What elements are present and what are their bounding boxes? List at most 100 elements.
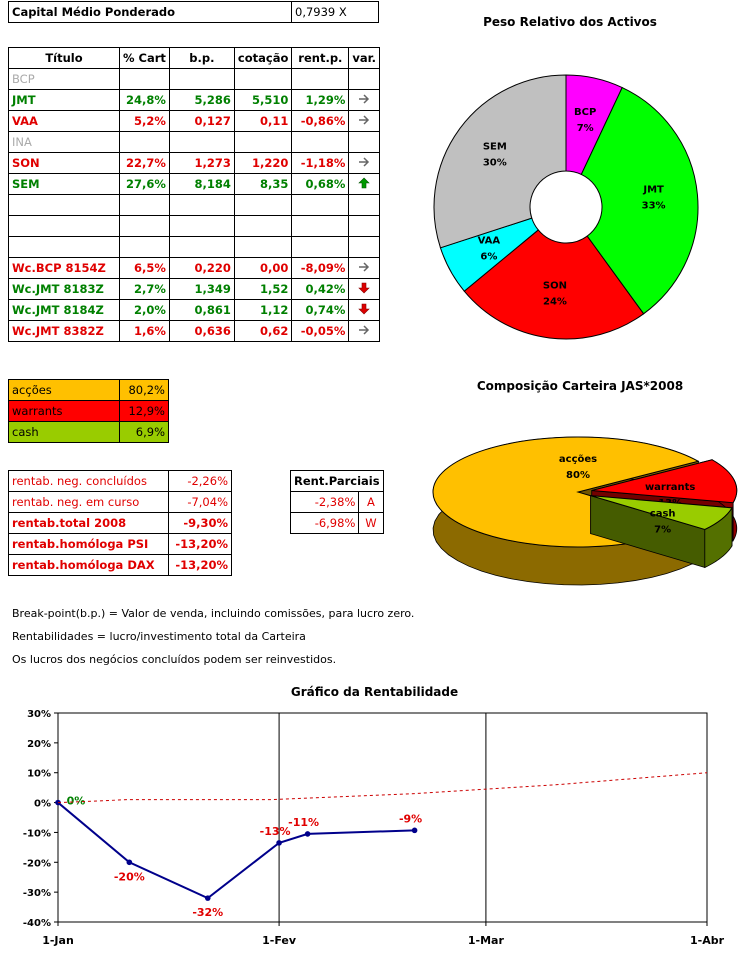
pie3d-label-name: cash (650, 508, 676, 519)
col-cot: cotação (233, 47, 293, 69)
composition-row: acções 80,2% (8, 379, 169, 401)
right-arrow-icon (359, 156, 370, 167)
cell-titulo: VAA (8, 110, 120, 132)
cell-rent (291, 215, 350, 237)
cell-cart: 6,5% (119, 257, 170, 279)
y-tick-label: -20% (23, 858, 51, 869)
returns-table: rentab. neg. concluídos -2,26% rentab. neg… (8, 470, 232, 576)
up-arrow-icon (358, 177, 370, 188)
data-point (276, 840, 282, 846)
cell-var (348, 278, 381, 300)
data-label: -9% (399, 812, 422, 825)
cell-rent: 0,74% (291, 299, 350, 321)
cell-cot (233, 236, 293, 258)
cell-cart: 2,0% (119, 299, 170, 321)
cell-var (348, 131, 381, 153)
cell-bp: 0,861 (168, 299, 235, 321)
col-bp: b.p. (168, 47, 235, 69)
cell-var (348, 89, 381, 111)
donut-label-value: 24% (543, 296, 567, 307)
x-tick-label: 1-Abr (690, 934, 725, 947)
col-rent: rent.p. (291, 47, 350, 69)
note-lucros: Os lucros dos negócios concluídos podem … (12, 653, 337, 666)
cell-var (348, 236, 381, 258)
capital-value: 0,7939 X (291, 1, 379, 23)
donut-label-name: SON (543, 280, 567, 291)
right-arrow-icon (359, 114, 370, 125)
data-point (126, 859, 133, 866)
pie3d-title: Composição Carteira JAS*2008 (476, 379, 684, 393)
cell-cart: 24,8% (119, 89, 170, 111)
composition-value: 6,9% (119, 421, 169, 443)
cell-cart (119, 215, 170, 237)
partial-value-a: -2,38% (289, 491, 360, 513)
cell-bp: 0,636 (168, 320, 235, 342)
returns-row: rentab. neg. concluídos -2,26% (8, 470, 232, 492)
cell-rent (291, 236, 350, 258)
data-point (411, 827, 418, 834)
donut-label-value: 33% (642, 201, 666, 212)
note-rentabilidades: Rentabilidades = lucro/investimento tota… (12, 630, 306, 643)
cell-var (348, 320, 381, 342)
cell-cot: 1,52 (233, 278, 293, 300)
right-arrow-icon (359, 324, 370, 335)
donut-slice-son (463, 229, 645, 340)
table-row: Wc.JMT 8382Z 1,6% 0,636 0,62 -0,05% (8, 320, 381, 342)
capital-table: Capital Médio Ponderado 0,7939 X (8, 1, 379, 23)
cell-rent (291, 194, 350, 216)
cell-titulo: SON (8, 152, 120, 174)
cell-rent: -8,09% (291, 257, 350, 279)
donut-label-value: 30% (483, 157, 507, 168)
composition-table: acções 80,2% warrants 12,9% cash 6,9% (8, 379, 169, 443)
returns-value: -13,20% (168, 533, 232, 555)
cell-rent: 0,42% (291, 278, 350, 300)
donut-label-value: 6% (480, 251, 497, 262)
cell-cot: 0,00 (233, 257, 293, 279)
cell-var (348, 152, 381, 174)
capital-label: Capital Médio Ponderado (8, 1, 292, 23)
data-label: -20% (114, 870, 145, 883)
cell-var (348, 110, 381, 132)
cell-titulo: Wc.JMT 8184Z (8, 299, 120, 321)
y-tick-label: -40% (23, 918, 51, 929)
table-row (8, 215, 381, 237)
partial-table: Rent.Parciais -2,38% A -6,98% W (289, 470, 384, 534)
cell-cot (233, 131, 293, 153)
down-arrow-icon (358, 303, 370, 314)
cell-rent (291, 68, 350, 90)
partial-tag-w: W (358, 512, 384, 534)
cell-var (348, 68, 381, 90)
cell-rent: -0,05% (291, 320, 350, 342)
x-tick-label: 1-Mar (468, 934, 505, 947)
data-label: 0% (67, 795, 86, 808)
y-tick-label: 30% (27, 709, 51, 720)
donut-chart: BCP 7% JMT 33% SON 24% VAA 6% SEM 30% (433, 74, 699, 340)
y-tick-label: -10% (23, 828, 51, 839)
cell-titulo: JMT (8, 89, 120, 111)
table-row: INA (8, 131, 381, 153)
cell-cart: 2,7% (119, 278, 170, 300)
plot-area (57, 712, 708, 923)
col-cart: % Cart (119, 47, 170, 69)
cell-bp (168, 215, 235, 237)
cell-bp (168, 131, 235, 153)
returns-row: rentab. neg. em curso -7,04% (8, 491, 232, 513)
table-row: SEM 27,6% 8,184 8,35 0,68% (8, 173, 381, 195)
cell-cart (119, 68, 170, 90)
cell-titulo (8, 194, 120, 216)
cell-bp: 0,127 (168, 110, 235, 132)
cell-titulo: Wc.BCP 8154Z (8, 257, 120, 279)
composition-row: warrants 12,9% (8, 400, 169, 422)
cell-cot (233, 68, 293, 90)
col-var: var. (348, 47, 381, 69)
cell-var (348, 194, 381, 216)
y-tick-label: -30% (23, 888, 51, 899)
composition-value: 12,9% (119, 400, 169, 422)
pie3d-label-value: 80% (566, 470, 590, 481)
donut-label-value: 7% (577, 123, 594, 134)
returns-label: rentab.homóloga PSI (8, 533, 169, 555)
cell-bp: 0,220 (168, 257, 235, 279)
table-row: Wc.JMT 8184Z 2,0% 0,861 1,12 0,74% (8, 299, 381, 321)
cell-cot (233, 194, 293, 216)
